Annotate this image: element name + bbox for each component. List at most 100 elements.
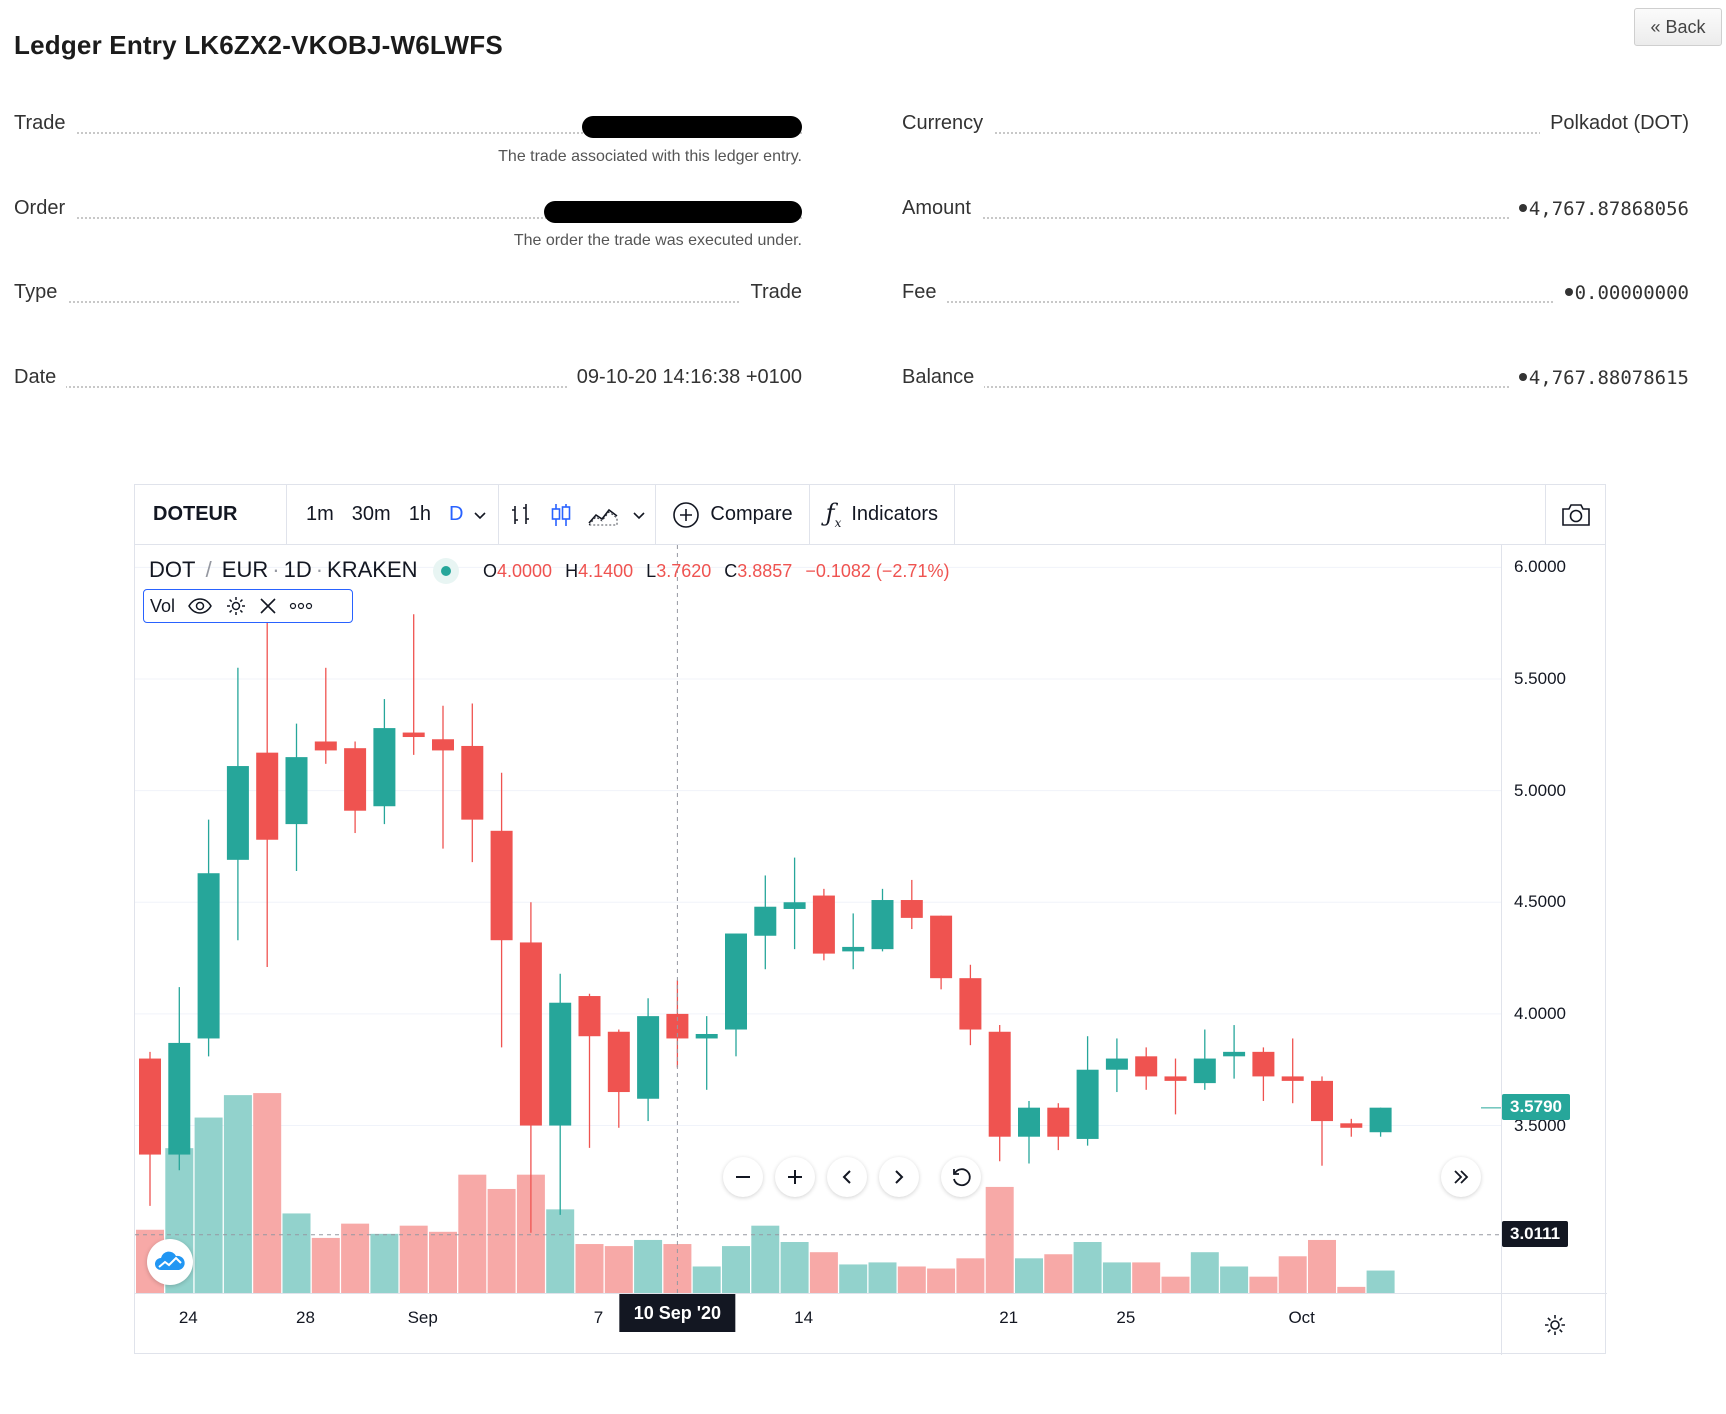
volume-bar [194, 1117, 223, 1293]
volume-study-legend[interactable]: Vol [143, 589, 353, 623]
ohlc-o-key: O [483, 561, 498, 581]
time-tick-label: 7 [593, 1308, 604, 1327]
time-axis[interactable]: Oct 25 21 14 7 Sep 28 24 10 Sep '20 [135, 1293, 1501, 1355]
time-tick-label: 25 [1116, 1308, 1136, 1327]
plus-circle-icon [673, 501, 700, 528]
trade-help-text: The trade associated with this ledger en… [498, 148, 802, 165]
plus-icon [788, 1170, 802, 1184]
candles-chart-icon[interactable] [547, 501, 575, 529]
candle-body [314, 741, 337, 751]
chart-settings-button[interactable] [1501, 1293, 1607, 1355]
candle-body [1018, 1107, 1040, 1137]
market-open-indicator [433, 558, 459, 584]
balance-label: Balance [902, 366, 985, 389]
volume-bar [927, 1268, 956, 1293]
volume-bar [809, 1252, 838, 1293]
ohlc-h-key: H [565, 561, 579, 581]
ohlc-c-value: 3.8857 [737, 561, 793, 581]
crosshair-price-label: 3.0111 [1502, 1220, 1569, 1247]
time-tick-label: 21 [999, 1308, 1019, 1327]
eye-icon[interactable] [187, 596, 213, 616]
candle-body [344, 748, 367, 811]
price-axis[interactable]: 3.5000 4.0000 4.5000 5.0000 5.5000 6.0000 3.5… [1501, 545, 1607, 1293]
candle-body [1193, 1058, 1216, 1084]
volume-bar [692, 1266, 721, 1293]
zoom-out-button[interactable] [723, 1157, 763, 1197]
candle-body [1076, 1069, 1099, 1139]
more-icon[interactable] [289, 601, 313, 611]
last-price-label: 3.5790 [1502, 1093, 1570, 1120]
candle-body [226, 766, 249, 860]
legend-base: DOT [149, 557, 196, 582]
volume-bar [575, 1244, 604, 1293]
detail-order: Order [14, 197, 802, 227]
candle-body [373, 728, 396, 807]
scroll-right-button[interactable] [879, 1157, 919, 1197]
scroll-to-realtime-button[interactable] [1441, 1157, 1481, 1197]
candle-body [1223, 1051, 1246, 1057]
price-tick-label: 5.0000 [1514, 780, 1566, 800]
volume-bar [1132, 1262, 1161, 1293]
volume-bar [722, 1246, 750, 1293]
detail-amount: Amount 4,767.87868056 [902, 197, 1689, 227]
tradingview-logo[interactable] [147, 1239, 193, 1285]
interval-1h[interactable]: 1h [408, 503, 431, 525]
volume-bar [985, 1186, 1014, 1293]
candle-body [900, 900, 923, 918]
legend-exchange: KRAKEN [327, 557, 418, 582]
chart-type-group [499, 485, 657, 544]
dotted-leader [902, 217, 1689, 219]
bars-chart-icon[interactable] [507, 501, 535, 529]
price-plot[interactable] [135, 545, 1501, 1293]
price-tick-label: 6.0000 [1514, 557, 1566, 577]
candle-body [197, 873, 220, 1039]
interval-d[interactable]: D [448, 503, 464, 525]
back-button[interactable]: « Back [1634, 8, 1722, 46]
chart-symbol-legend: DOT / EUR · 1D · KRAKEN [149, 557, 418, 582]
dotted-leader [14, 386, 802, 388]
candle-body [549, 1002, 572, 1126]
close-icon[interactable] [259, 597, 277, 615]
amount-label: Amount [902, 197, 981, 220]
area-chart-icon[interactable] [587, 501, 619, 529]
scroll-left-button[interactable] [827, 1157, 867, 1197]
candle-body [490, 830, 513, 941]
chevron-down-icon[interactable] [631, 507, 647, 523]
interval-30m[interactable]: 30m [351, 503, 391, 525]
order-label: Order [14, 197, 76, 220]
legend-quote: EUR [221, 557, 269, 582]
volume-bar [282, 1213, 311, 1293]
volume-bar [604, 1246, 633, 1293]
volume-bar [487, 1188, 516, 1293]
indicators-button[interactable]: ƒx Indicators [810, 485, 956, 544]
volume-bar [1102, 1262, 1131, 1293]
chevron-down-icon[interactable] [472, 507, 488, 523]
volume-bar [780, 1242, 809, 1293]
screenshot-button[interactable] [1545, 485, 1605, 545]
time-tick-label: 28 [296, 1308, 315, 1327]
gear-icon [1544, 1314, 1565, 1335]
chart-toolbar: DOTEUR 1m 30m 1h D Compare ƒx Indicators [135, 485, 1605, 545]
symbol-search-button[interactable]: DOTEUR [135, 485, 287, 544]
compare-button[interactable]: Compare [656, 485, 810, 544]
amount-value-wrap: 4,767.87868056 [1508, 198, 1689, 220]
currency-value: Polkadot (DOT) [1540, 112, 1689, 135]
volume-bar [223, 1095, 252, 1293]
volume-bar [399, 1225, 428, 1293]
ohlc-h-value: 4.1400 [578, 561, 634, 581]
dotted-leader [14, 132, 802, 134]
interval-1m[interactable]: 1m [306, 503, 334, 525]
candle-body [871, 900, 894, 950]
volume-bar [1249, 1276, 1278, 1293]
candle-body [461, 745, 484, 820]
volume-bar [1044, 1254, 1073, 1293]
reset-chart-button[interactable] [941, 1157, 981, 1197]
candle-body [285, 757, 308, 825]
zoom-in-button[interactable] [775, 1157, 815, 1197]
price-tick-label: 3.5000 [1514, 1115, 1566, 1135]
dotted-leader [14, 217, 802, 219]
detail-date: Date 09-10-20 14:16:38 +0100 [14, 366, 802, 396]
detail-type: Type Trade [14, 281, 802, 311]
gear-icon[interactable] [225, 595, 247, 617]
date-label: Date [14, 366, 67, 389]
